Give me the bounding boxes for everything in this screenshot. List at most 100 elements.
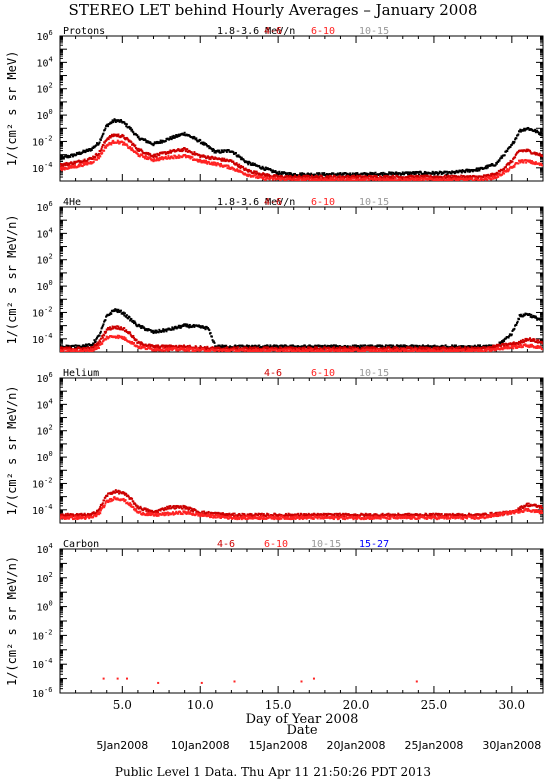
data-point bbox=[321, 175, 324, 178]
data-point bbox=[214, 346, 217, 349]
data-point bbox=[457, 350, 460, 352]
data-point bbox=[408, 175, 411, 178]
data-point bbox=[222, 159, 225, 162]
data-point bbox=[425, 177, 428, 180]
data-point bbox=[204, 328, 207, 331]
data-point bbox=[271, 171, 274, 174]
data-point bbox=[521, 159, 524, 162]
data-point bbox=[109, 136, 112, 139]
data-point bbox=[309, 348, 312, 351]
data-point bbox=[226, 346, 229, 349]
data-point bbox=[217, 150, 220, 153]
data-point bbox=[179, 326, 182, 329]
data-point bbox=[280, 347, 283, 350]
data-point bbox=[449, 178, 452, 181]
data-point bbox=[521, 341, 524, 344]
data-point bbox=[225, 344, 228, 347]
data-point bbox=[529, 151, 532, 154]
data-point bbox=[60, 157, 62, 160]
data-point bbox=[421, 344, 424, 347]
data-point bbox=[81, 348, 84, 351]
data-point bbox=[182, 149, 185, 152]
data-point bbox=[174, 346, 177, 349]
data-point bbox=[192, 348, 195, 351]
data-point bbox=[234, 151, 237, 154]
data-point bbox=[197, 324, 200, 327]
data-point bbox=[195, 346, 198, 349]
data-point bbox=[453, 348, 456, 351]
data-point bbox=[315, 179, 318, 181]
data-point bbox=[427, 175, 430, 178]
data-point bbox=[324, 350, 327, 352]
data-point bbox=[266, 174, 269, 177]
data-point bbox=[243, 348, 246, 351]
legend-entry: 1.8-3.6 MeV/n bbox=[217, 197, 295, 208]
data-point bbox=[338, 176, 341, 179]
data-point bbox=[429, 178, 432, 181]
data-point bbox=[445, 177, 448, 180]
data-point bbox=[519, 130, 522, 133]
data-point bbox=[303, 173, 306, 176]
data-point bbox=[225, 349, 228, 352]
data-point bbox=[239, 166, 242, 169]
data-point bbox=[525, 161, 528, 164]
data-point bbox=[140, 346, 143, 349]
data-point bbox=[174, 135, 177, 138]
data-point bbox=[101, 145, 104, 148]
data-point bbox=[83, 149, 86, 152]
data-point bbox=[515, 152, 518, 155]
data-point bbox=[158, 346, 161, 349]
data-point bbox=[362, 346, 365, 349]
data-point bbox=[154, 346, 157, 349]
data-point bbox=[136, 148, 139, 151]
data-point bbox=[174, 325, 177, 328]
data-point bbox=[282, 350, 285, 352]
data-point bbox=[408, 345, 411, 348]
data-point bbox=[290, 346, 293, 349]
data-point bbox=[158, 328, 161, 331]
data-point bbox=[430, 175, 433, 178]
data-point bbox=[116, 325, 119, 328]
data-point bbox=[479, 348, 482, 351]
data-point bbox=[175, 349, 178, 352]
data-point bbox=[149, 141, 152, 144]
data-point bbox=[112, 133, 115, 136]
data-point bbox=[112, 121, 115, 124]
data-point bbox=[184, 345, 187, 348]
data-point bbox=[493, 349, 496, 352]
data-point bbox=[243, 160, 246, 163]
legend-entry: 10-15 bbox=[359, 197, 389, 208]
data-point bbox=[186, 347, 189, 350]
data-point bbox=[373, 348, 376, 351]
data-point bbox=[114, 325, 117, 328]
data-point bbox=[276, 171, 279, 174]
data-point bbox=[111, 119, 114, 122]
data-point bbox=[541, 317, 543, 320]
data-point bbox=[130, 149, 133, 152]
data-point bbox=[485, 175, 488, 178]
data-point bbox=[490, 164, 493, 167]
data-point bbox=[444, 344, 447, 347]
data-point bbox=[211, 163, 214, 166]
data-point bbox=[538, 152, 541, 155]
y-tick-label: 104 bbox=[37, 55, 53, 69]
data-point bbox=[412, 171, 415, 174]
data-point bbox=[455, 349, 458, 352]
data-point bbox=[294, 348, 297, 351]
data-point bbox=[458, 346, 461, 349]
data-point bbox=[157, 331, 160, 334]
data-point bbox=[390, 172, 393, 175]
data-point bbox=[295, 178, 298, 181]
data-point bbox=[396, 172, 399, 175]
data-point bbox=[117, 308, 120, 311]
data-point bbox=[76, 344, 79, 347]
data-point bbox=[373, 346, 376, 349]
data-point bbox=[158, 159, 161, 162]
data-point bbox=[144, 139, 147, 142]
data-point bbox=[218, 350, 221, 352]
data-point bbox=[107, 326, 110, 329]
data-point bbox=[397, 178, 400, 181]
data-point bbox=[121, 140, 124, 143]
data-point bbox=[510, 143, 513, 146]
data-point bbox=[255, 348, 258, 351]
